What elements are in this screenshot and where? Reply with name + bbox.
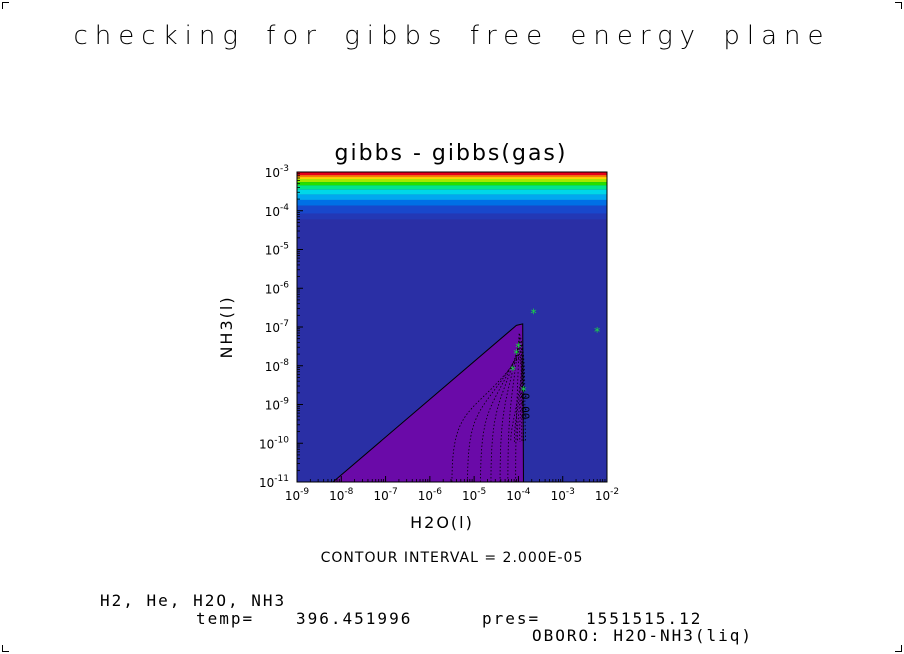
heatmap-band — [297, 185, 607, 190]
data-point-marker: * — [520, 384, 526, 398]
heatmap-band — [297, 172, 607, 176]
page-title: checking for gibbs free energy plane — [73, 21, 831, 51]
y-tick-label: 10-4 — [265, 203, 290, 219]
y-axis-label: NH3(l) — [217, 295, 236, 358]
contour-value-label: 0.00 — [519, 393, 532, 420]
y-tick-label: 10-10 — [259, 435, 289, 451]
x-tick-label: 10-9 — [285, 487, 310, 503]
heatmap-band — [297, 182, 607, 186]
corner-mark-bottom-left — [2, 645, 9, 652]
x-tick-label: 10-7 — [373, 487, 397, 503]
heatmap-band — [297, 189, 607, 195]
data-point-marker: * — [594, 325, 600, 339]
heatmap-band — [297, 177, 607, 179]
heatmap-band — [297, 178, 607, 183]
y-tick-label: 10-9 — [265, 397, 290, 413]
data-source-label: OBORO: H2O-NH3(liq) — [532, 626, 754, 645]
heatmap-band — [297, 213, 607, 220]
corner-mark-bottom-right — [895, 645, 902, 652]
corner-mark-top-left — [2, 2, 9, 9]
x-tick-label: 10-3 — [551, 487, 575, 503]
y-tick-label: 10-11 — [259, 474, 289, 490]
data-point-marker: * — [531, 307, 537, 321]
pres-label: pres= — [482, 609, 541, 628]
chart-title: gibbs - gibbs(gas) — [335, 141, 568, 166]
contour-interval-note: CONTOUR INTERVAL = 2.000E-05 — [320, 550, 584, 566]
contour-line — [515, 332, 527, 483]
corner-mark-top-right — [895, 2, 902, 9]
y-tick-label: 10-3 — [265, 164, 289, 180]
y-tick-label: 10-7 — [265, 319, 289, 335]
data-point-marker: * — [513, 347, 519, 361]
y-tick-label: 10-6 — [265, 280, 290, 296]
x-tick-label: 10-5 — [462, 487, 486, 503]
heatmap-band — [297, 175, 607, 178]
temp-value: 396.451996 — [296, 609, 413, 628]
y-tick-label: 10-5 — [265, 242, 289, 258]
x-tick-label: 10-6 — [418, 487, 443, 503]
species-list: H2, He, H2O, NH3 — [100, 591, 287, 610]
data-point-marker: * — [515, 340, 521, 354]
contour-line — [490, 343, 523, 483]
data-point-marker: * — [510, 364, 516, 378]
y-tick-label: 10-8 — [265, 358, 290, 374]
contour-line — [451, 356, 522, 483]
x-axis-label: H2O(l) — [410, 513, 474, 532]
x-tick-label: 10-2 — [595, 487, 619, 503]
x-tick-label: 10-4 — [506, 487, 531, 503]
x-tick-label: 10-8 — [329, 487, 354, 503]
pres-value: 1551515.12 — [586, 609, 703, 628]
heatmap-band — [297, 199, 607, 206]
heatmap-band — [297, 205, 607, 214]
heatmap-band — [297, 194, 607, 200]
temp-label: temp= — [196, 609, 255, 628]
contour-line — [480, 347, 523, 483]
